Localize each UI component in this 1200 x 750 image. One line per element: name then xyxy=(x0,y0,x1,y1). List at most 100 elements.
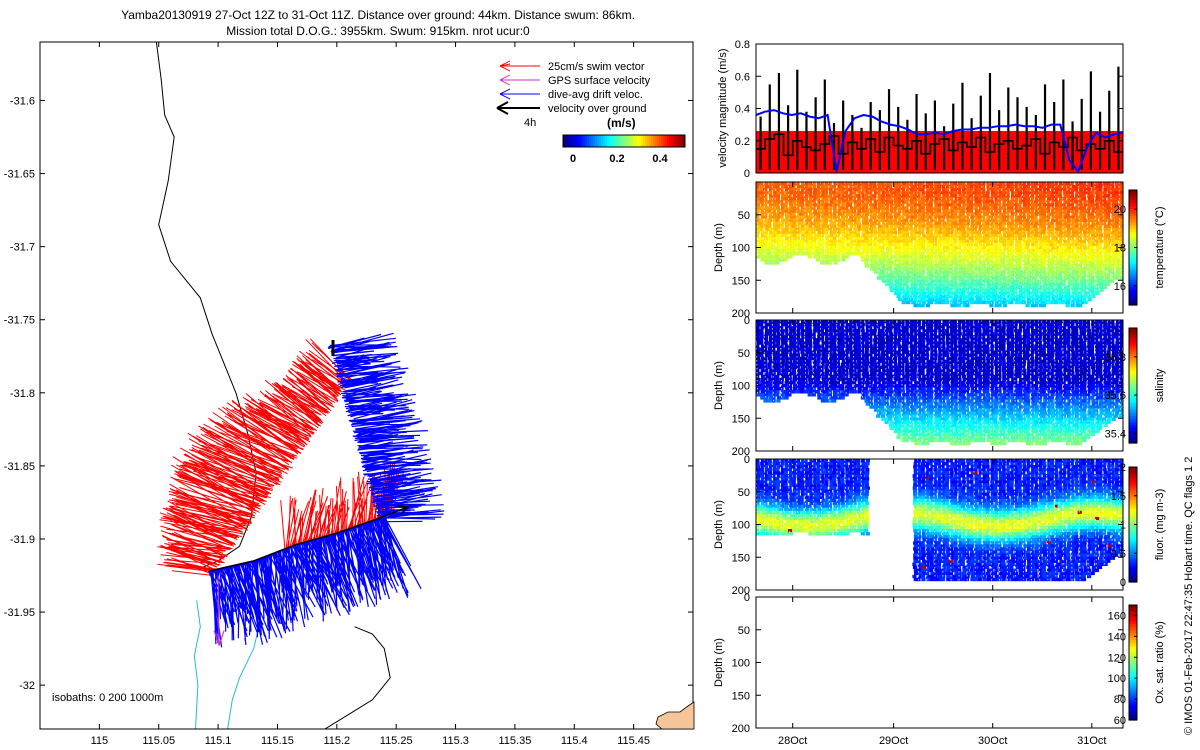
temperature-cell xyxy=(1038,303,1043,308)
temperature-cell xyxy=(1124,197,1128,200)
temperature-cell xyxy=(1041,224,1047,229)
salinity-cell xyxy=(929,374,934,379)
temperature-cell xyxy=(1014,230,1019,235)
temperature-cell xyxy=(957,224,962,229)
salinity-cell xyxy=(800,323,806,327)
temperature-cell xyxy=(949,285,954,289)
temperature-cell xyxy=(958,264,963,268)
salinity-cell xyxy=(864,390,869,394)
temperature-cell xyxy=(884,218,889,222)
temperature-cell xyxy=(1014,252,1019,256)
salinity-cell xyxy=(792,359,798,363)
salinity-cell xyxy=(780,356,785,360)
temperature-cell xyxy=(953,297,958,302)
map-x-tick-label: 115.2 xyxy=(323,735,350,747)
salinity-cell xyxy=(893,356,898,360)
temperature-cell xyxy=(974,188,979,192)
salinity-cell xyxy=(892,347,897,351)
temperature-cell xyxy=(994,276,999,280)
temperature-cell xyxy=(784,218,789,222)
salinity-cell xyxy=(768,390,773,394)
temperature-cell xyxy=(1047,264,1052,268)
temperature-cell xyxy=(861,246,866,250)
temperature-cell xyxy=(764,246,769,250)
salinity-cell xyxy=(816,353,821,357)
temperature-cell xyxy=(820,258,825,262)
salinity-cell xyxy=(942,350,947,354)
temperature-cell xyxy=(1054,282,1059,286)
salinity-cell xyxy=(800,384,805,388)
temperature-cell xyxy=(986,218,991,222)
speed-colorbar-cell xyxy=(655,135,658,147)
salinity-cell xyxy=(860,329,865,333)
temperature-cell xyxy=(1054,212,1059,216)
temperature-cell xyxy=(795,227,800,232)
salinity-cell xyxy=(912,393,917,397)
salinity-cell xyxy=(800,359,805,363)
temperature-cell xyxy=(764,249,769,253)
temperature-cell xyxy=(962,246,967,250)
temperature-cell xyxy=(981,279,986,283)
salinity-cell xyxy=(888,365,894,370)
salinity-cell xyxy=(896,420,902,424)
temperature-cell xyxy=(1058,267,1063,271)
salinity-cell xyxy=(905,374,910,379)
temperature-cell xyxy=(857,209,862,213)
temperature-cell xyxy=(953,300,958,305)
temperature-cell xyxy=(853,215,858,219)
temperature-cell xyxy=(1098,242,1103,247)
temperature-cell xyxy=(856,242,861,247)
salinity-cell xyxy=(921,359,926,363)
temperature-cell xyxy=(977,288,982,292)
temperature-cell xyxy=(800,224,805,229)
temperature-cell xyxy=(1002,233,1007,238)
salinity-cell xyxy=(898,332,903,336)
temperature-cell xyxy=(1095,197,1100,201)
temperature-cell xyxy=(892,209,897,213)
temperature-cell xyxy=(970,191,975,195)
temperature-cell xyxy=(1119,239,1123,244)
temperature-cell xyxy=(1051,191,1056,195)
temperature-cell xyxy=(988,209,994,213)
temperature-cell xyxy=(1005,191,1010,195)
temperature-cell xyxy=(1018,276,1023,280)
salinity-cell xyxy=(888,380,893,385)
salinity-cell xyxy=(918,377,923,382)
temperature-cell xyxy=(958,233,963,238)
temperature-cell xyxy=(913,249,918,253)
temperature-cell xyxy=(978,239,983,244)
temperature-cell xyxy=(1115,246,1120,250)
temperature-cell xyxy=(896,273,901,277)
temperature-cell xyxy=(949,252,954,256)
salinity-cell xyxy=(840,393,845,397)
temperature-cell xyxy=(833,233,838,238)
temperature-colorbar-cell xyxy=(1129,203,1137,207)
temperature-cell xyxy=(954,224,959,229)
temperature-cell xyxy=(929,236,934,241)
ground-track-line xyxy=(208,506,409,572)
temperature-cell xyxy=(792,182,797,186)
temperature-cell xyxy=(841,203,846,207)
temperature-cell xyxy=(1073,297,1078,302)
temperature-cell xyxy=(977,279,982,283)
temperature-cell xyxy=(993,230,998,235)
temperature-cell xyxy=(816,221,821,225)
temperature-cell xyxy=(1025,288,1031,292)
salinity-cell xyxy=(768,332,773,336)
temperature-cell xyxy=(962,267,967,271)
temperature-cell xyxy=(824,182,829,186)
temperature-cell xyxy=(759,188,765,192)
temperature-cell xyxy=(1009,185,1014,189)
temperature-cell xyxy=(1119,258,1123,262)
salinity-cell xyxy=(759,362,764,367)
temperature-cell xyxy=(977,300,982,305)
salinity-cell xyxy=(913,384,918,388)
salinity-cell xyxy=(800,368,805,373)
temperature-cell xyxy=(1053,270,1058,274)
temperature-cell xyxy=(884,188,889,192)
temperature-cell xyxy=(1013,294,1018,299)
temperature-cell xyxy=(876,230,881,235)
temperature-cell xyxy=(759,218,764,222)
salinity-cell xyxy=(896,384,901,388)
temperature-cell xyxy=(756,249,761,253)
